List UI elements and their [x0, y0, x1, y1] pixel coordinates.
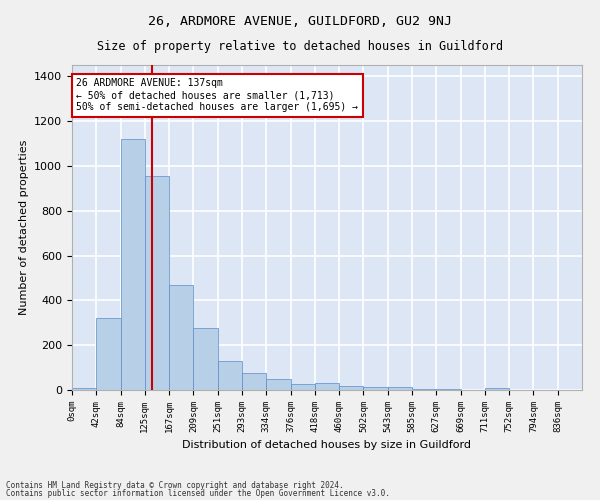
Text: 26, ARDMORE AVENUE, GUILDFORD, GU2 9NJ: 26, ARDMORE AVENUE, GUILDFORD, GU2 9NJ [148, 15, 452, 28]
Bar [266, 379, 290, 390]
Bar [121, 139, 145, 390]
Bar [364, 386, 388, 390]
Bar [218, 361, 242, 390]
Text: 26 ARDMORE AVENUE: 137sqm
← 50% of detached houses are smaller (1,713)
50% of se: 26 ARDMORE AVENUE: 137sqm ← 50% of detac… [76, 78, 358, 112]
Bar [290, 384, 315, 390]
Bar [96, 318, 121, 390]
Bar [169, 284, 193, 390]
Bar [72, 388, 96, 390]
Bar [315, 384, 339, 390]
Text: Size of property relative to detached houses in Guildford: Size of property relative to detached ho… [97, 40, 503, 53]
Text: Contains HM Land Registry data © Crown copyright and database right 2024.: Contains HM Land Registry data © Crown c… [6, 480, 344, 490]
Bar [388, 388, 412, 390]
Bar [485, 388, 509, 390]
Bar [193, 328, 218, 390]
Bar [242, 372, 266, 390]
Bar [412, 389, 436, 390]
Bar [436, 389, 461, 390]
Text: Contains public sector information licensed under the Open Government Licence v3: Contains public sector information licen… [6, 489, 390, 498]
Bar [339, 386, 364, 390]
Bar [145, 176, 169, 390]
Y-axis label: Number of detached properties: Number of detached properties [19, 140, 29, 315]
X-axis label: Distribution of detached houses by size in Guildford: Distribution of detached houses by size … [182, 440, 472, 450]
